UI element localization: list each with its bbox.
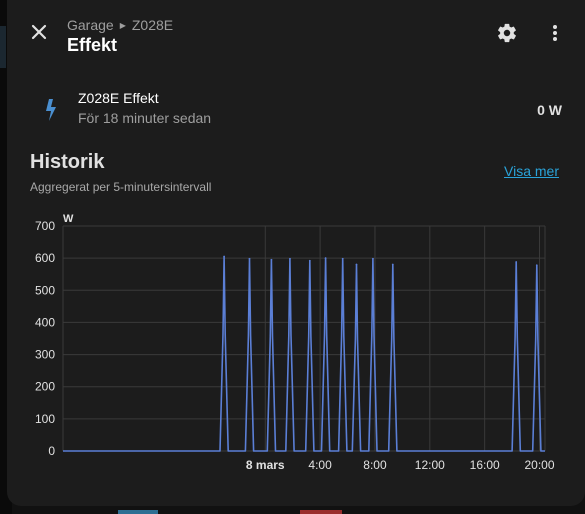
x-tick-label: 16:00	[470, 458, 500, 472]
y-tick-label: 100	[35, 412, 55, 426]
y-tick-label: 500	[35, 283, 55, 297]
chart-y-axis: 0 100 200 300 400 500 600 700	[35, 219, 55, 458]
data-point	[535, 264, 538, 267]
dialog-title: Effekt	[67, 35, 118, 55]
breadcrumb-area: Garage	[67, 17, 114, 33]
x-tick-label: 12:00	[415, 458, 445, 472]
breadcrumb-device: Z028E	[131, 17, 174, 33]
data-point	[355, 263, 358, 266]
gear-icon	[498, 23, 516, 43]
history-subtitle: Aggregerat per 5-minutersintervall	[30, 180, 212, 194]
entity-name: Z028E Effekt	[78, 90, 159, 106]
chart-x-axis: 8 mars 4:00 8:00 12:00 16:00 20:00	[246, 458, 555, 472]
backdrop-card-edge-blue	[118, 510, 158, 514]
y-tick-label: 300	[35, 348, 55, 362]
data-point	[391, 263, 394, 266]
data-point	[223, 255, 226, 258]
data-point	[308, 259, 311, 262]
backdrop-card-edge	[0, 26, 6, 68]
y-tick-label: 600	[35, 251, 55, 265]
dialog-header: Garage ▶ Z028E Effekt	[7, 0, 585, 70]
y-tick-label: 0	[48, 444, 55, 458]
backdrop-card-edge-red	[300, 510, 342, 514]
x-tick-label: 8 mars	[246, 458, 285, 472]
entity-state: 0 W	[537, 102, 562, 118]
y-tick-label: 700	[35, 219, 55, 233]
close-icon	[31, 24, 47, 40]
data-point	[372, 257, 374, 260]
show-more-link[interactable]: Visa mer	[504, 163, 559, 179]
data-point	[248, 257, 251, 260]
entity-row[interactable]: Z028E Effekt För 18 minuter sedan 0 W	[7, 84, 585, 134]
y-tick-label: 400	[35, 315, 55, 329]
breadcrumb: Garage ▶ Z028E	[67, 17, 173, 33]
lightning-bolt-icon	[46, 99, 56, 121]
data-point	[515, 261, 518, 263]
history-chart[interactable]: 0 100 200 300 400 500 600 700 8 mars 4:00 8:00 12:…	[7, 205, 585, 475]
chart-unit-label: W	[63, 213, 74, 225]
x-tick-label: 8:00	[363, 458, 387, 472]
data-point	[324, 257, 327, 260]
dots-vertical-icon	[553, 25, 557, 41]
history-title: Historik	[30, 151, 105, 173]
chart-grid	[62, 225, 546, 452]
x-tick-label: 4:00	[308, 458, 332, 472]
data-point	[270, 258, 273, 261]
series-line	[63, 255, 545, 452]
data-point	[289, 257, 291, 260]
entity-last-changed: För 18 minuter sedan	[78, 110, 212, 126]
chart-series	[63, 255, 545, 452]
more-info-dialog: Garage ▶ Z028E Effekt Z028E Effekt För 1…	[7, 0, 585, 506]
more-options-button[interactable]	[543, 20, 567, 46]
close-button[interactable]	[25, 18, 53, 46]
breadcrumb-separator-icon: ▶	[119, 20, 126, 30]
settings-button[interactable]	[494, 20, 520, 46]
data-point	[341, 257, 344, 260]
y-tick-label: 200	[35, 380, 55, 394]
x-tick-label: 20:00	[524, 458, 554, 472]
